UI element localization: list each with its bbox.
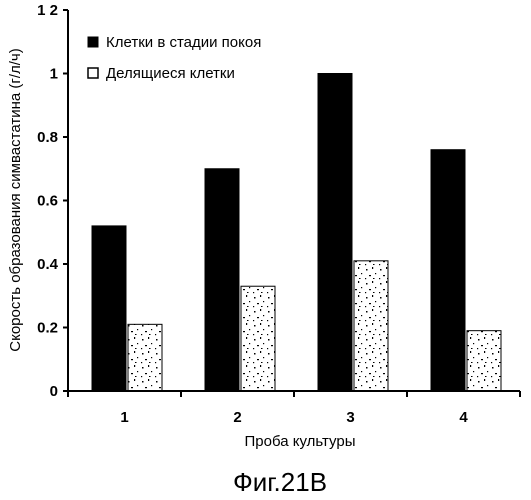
y-ticks: 0 0.2 0.4 0.6 0.8 1 1 2: [37, 2, 68, 400]
legend: Клетки в стадии покоя Делящиеся клетки: [88, 34, 261, 82]
y-tick-label: 0.8: [37, 129, 58, 146]
y-tick-label: 1: [50, 66, 58, 83]
y-tick-label: 1 2: [37, 2, 58, 19]
y-tick-label: 0.2: [37, 320, 58, 337]
y-tick-label: 0.4: [37, 256, 59, 273]
bar-resting-4: [431, 150, 465, 391]
bar-resting-1: [92, 226, 126, 391]
bars: [92, 74, 501, 392]
figure-caption: Фиг.21В: [233, 467, 327, 497]
bar-dividing-2: [241, 286, 275, 391]
y-tick-label: 0: [50, 383, 58, 400]
y-tick-label: 0.6: [37, 193, 58, 210]
x-tick-label: 4: [459, 409, 468, 426]
bar-dividing-3: [354, 261, 388, 391]
x-axis-title: Проба культуры: [244, 433, 355, 450]
legend-label-resting: Клетки в стадии покоя: [106, 34, 261, 51]
bar-resting-3: [318, 74, 352, 392]
x-tick-label: 3: [346, 409, 354, 426]
x-ticks: 1 2 3 4: [68, 391, 520, 426]
y-axis-title: Скорость образования симвастатина (г/л/ч…: [7, 48, 24, 352]
x-tick-label: 1: [120, 409, 128, 426]
legend-swatch-dividing: [88, 68, 98, 78]
bar-resting-2: [205, 169, 239, 391]
bar-dividing-4: [467, 331, 501, 391]
bar-dividing-1: [128, 324, 162, 391]
legend-swatch-resting: [88, 37, 98, 47]
x-tick-label: 2: [233, 409, 241, 426]
legend-label-dividing: Делящиеся клетки: [106, 65, 235, 82]
